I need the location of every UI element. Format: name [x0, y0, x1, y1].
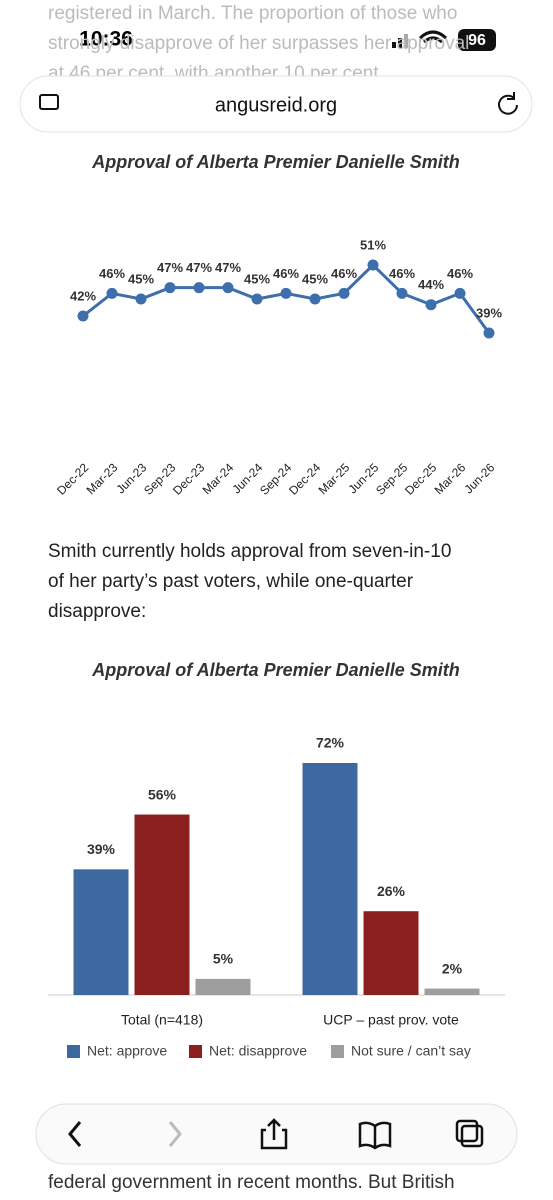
- reader-icon[interactable]: [39, 94, 59, 110]
- legend-label: Net: approve: [87, 1043, 167, 1059]
- data-point: [193, 282, 205, 294]
- data-point: [135, 293, 147, 305]
- x-tick-label: Dec-22: [54, 460, 91, 497]
- legend-swatch: [189, 1045, 202, 1058]
- status-bar: 10:36 96: [79, 28, 496, 51]
- text-line: disapprove:: [48, 601, 146, 622]
- text-line: registered in March. The proportion of t…: [48, 3, 457, 24]
- text-line: strongly disapprove of her surpasses her…: [48, 33, 469, 54]
- data-label: 47%: [157, 260, 183, 275]
- text-line: Smith currently holds approval from seve…: [48, 541, 451, 562]
- data-label: 46%: [273, 266, 299, 281]
- x-tick-label: Total (n=418): [121, 1012, 203, 1028]
- paragraph: Smith currently holds approval from seve…: [48, 541, 451, 622]
- data-point: [77, 310, 89, 322]
- data-point: [338, 287, 350, 299]
- reload-icon[interactable]: [498, 92, 518, 115]
- tabs-button[interactable]: [455, 1119, 479, 1143]
- share-button[interactable]: [260, 1118, 288, 1150]
- address-bar[interactable]: [19, 75, 533, 133]
- data-point: [106, 287, 118, 299]
- chart-title: Approval of Alberta Premier Danielle Smi…: [91, 152, 459, 172]
- data-point: [367, 259, 379, 271]
- bottom-text: federal government in recent months. But…: [48, 1172, 455, 1193]
- data-point: [222, 282, 234, 294]
- data-label: 72%: [316, 735, 345, 751]
- data-label: 46%: [331, 266, 357, 281]
- data-label: 39%: [476, 305, 502, 320]
- x-tick-label: Mar-26: [432, 460, 469, 497]
- data-label: 45%: [244, 271, 270, 286]
- data-label: 51%: [360, 237, 386, 252]
- legend-label: Not sure / can’t say: [351, 1043, 471, 1059]
- text-line: of her party’s past voters, while one-qu…: [48, 571, 414, 592]
- signal-icon: [398, 38, 402, 48]
- data-point: [483, 327, 495, 339]
- url[interactable]: angusreid.org: [215, 94, 337, 116]
- x-tick-label: UCP – past prov. vote: [323, 1012, 459, 1028]
- data-label: 39%: [87, 841, 116, 857]
- data-label: 56%: [148, 786, 177, 802]
- signal-icon: [392, 42, 396, 48]
- wifi-icon: [418, 30, 448, 44]
- back-button[interactable]: [68, 1121, 82, 1147]
- legend-swatch: [331, 1045, 344, 1058]
- faded-text: registered in March. The proportion of t…: [48, 3, 469, 84]
- chart-title: Approval of Alberta Premier Danielle Smi…: [91, 660, 459, 680]
- data-point: [425, 299, 437, 311]
- data-label: 46%: [99, 266, 125, 281]
- time: 10:36: [79, 28, 133, 51]
- data-point: [396, 287, 408, 299]
- data-point: [280, 287, 292, 299]
- forward-button[interactable]: [168, 1121, 182, 1147]
- x-tick-label: Jun-26: [462, 460, 498, 496]
- data-point: [251, 293, 263, 305]
- x-tick-label: Dec-25: [402, 460, 439, 497]
- toolbar: [35, 1103, 518, 1165]
- signal-icon: [404, 34, 408, 48]
- x-tick-label: Mar-24: [200, 460, 237, 497]
- data-point: [164, 282, 176, 294]
- x-tick-label: Sep-24: [257, 460, 294, 497]
- data-point: [309, 293, 321, 305]
- bar: [424, 988, 480, 995]
- x-tick-label: Dec-23: [170, 460, 207, 497]
- data-label: 46%: [447, 266, 473, 281]
- battery-level: 96: [468, 32, 486, 49]
- x-tick-label: Mar-25: [316, 460, 353, 497]
- data-label: 47%: [186, 260, 212, 275]
- data-label: 44%: [418, 277, 444, 292]
- x-tick-label: Mar-23: [84, 460, 121, 497]
- text-line: federal government in recent months. But…: [48, 1172, 455, 1193]
- data-label: 47%: [215, 260, 241, 275]
- legend-label: Net: disapprove: [209, 1043, 307, 1059]
- bar: [302, 763, 358, 995]
- data-label: 45%: [128, 271, 154, 286]
- x-tick-label: Sep-23: [141, 460, 178, 497]
- tabs-button[interactable]: [460, 1124, 484, 1148]
- x-tick-label: Dec-24: [286, 460, 323, 497]
- battery: [458, 29, 496, 51]
- bar: [73, 869, 129, 995]
- bar: [363, 911, 419, 995]
- data-label: 45%: [302, 271, 328, 286]
- bar: [134, 814, 190, 995]
- x-tick-label: Sep-25: [373, 460, 410, 497]
- data-label: 46%: [389, 266, 415, 281]
- bookmarks-button[interactable]: [358, 1121, 392, 1150]
- bar: [195, 978, 251, 995]
- data-label: 26%: [377, 883, 406, 899]
- data-label: 2%: [442, 960, 463, 976]
- data-label: 5%: [213, 951, 234, 967]
- legend-swatch: [67, 1045, 80, 1058]
- data-point: [454, 287, 466, 299]
- data-label: 42%: [70, 288, 96, 303]
